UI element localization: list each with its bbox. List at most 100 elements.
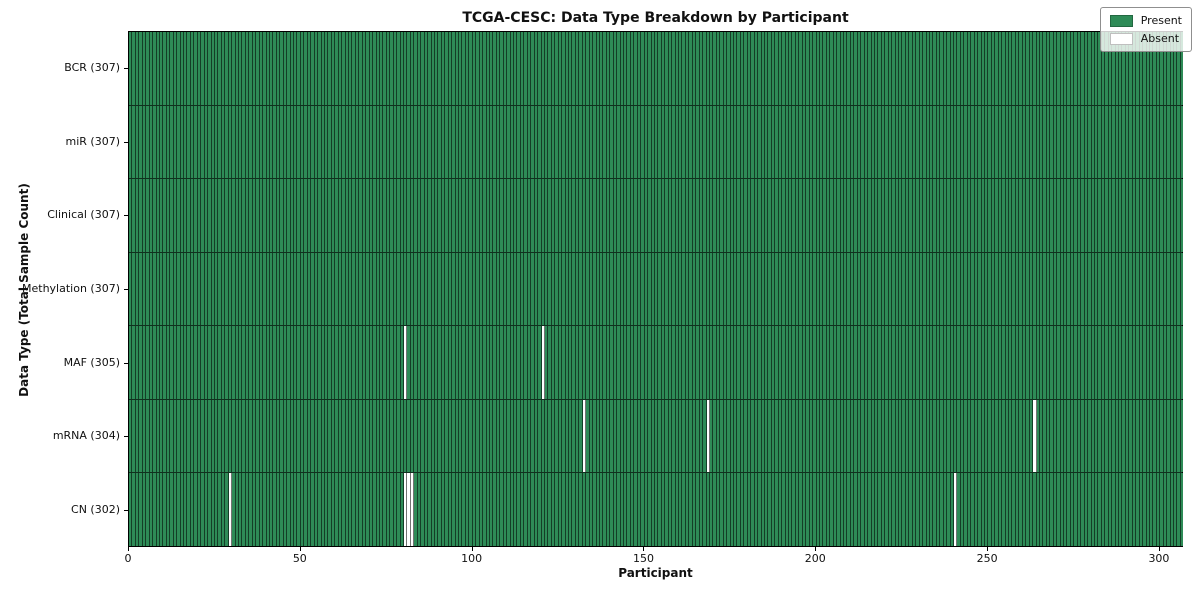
heatmap-cell xyxy=(1084,473,1089,547)
heatmap-cell xyxy=(1074,326,1078,399)
heatmap-cell xyxy=(964,473,968,547)
heatmap-cell xyxy=(1067,326,1071,399)
heatmap-cell xyxy=(651,473,655,547)
heatmap-cell xyxy=(1050,399,1054,473)
heatmap-cell xyxy=(954,473,958,547)
heatmap-cell xyxy=(379,32,384,105)
heatmap-cell xyxy=(991,252,996,326)
heatmap-cell xyxy=(974,252,979,326)
heatmap-cell xyxy=(538,32,542,105)
heatmap-cell xyxy=(1129,252,1133,326)
heatmap-cell xyxy=(881,252,886,326)
heatmap-cell xyxy=(1002,105,1006,179)
heatmap-cell xyxy=(1022,179,1027,252)
heatmap-cell xyxy=(648,179,652,252)
heatmap-cell xyxy=(744,399,748,473)
heatmap-cell xyxy=(290,179,294,252)
heatmap-cell xyxy=(603,399,607,473)
heatmap-cell xyxy=(1070,399,1075,473)
heatmap-cell xyxy=(668,105,673,179)
heatmap-cell xyxy=(479,32,484,105)
heatmap-cell xyxy=(1060,105,1064,179)
heatmap-cell xyxy=(507,326,511,399)
heatmap-cell xyxy=(610,252,614,326)
heatmap-cell xyxy=(933,105,937,179)
heatmap-cell xyxy=(421,473,425,547)
heatmap-cell xyxy=(840,252,844,326)
heatmap-cell xyxy=(957,326,961,399)
heatmap-cell xyxy=(1026,105,1030,179)
heatmap-cell xyxy=(572,105,576,179)
heatmap-cell xyxy=(978,179,982,252)
heatmap-cell xyxy=(675,32,679,105)
heatmap-cell xyxy=(1119,179,1123,252)
heatmap-cell xyxy=(266,326,270,399)
heatmap-cell xyxy=(950,105,954,179)
heatmap-cell xyxy=(527,179,532,252)
heatmap-cell xyxy=(294,179,298,252)
heatmap-cell xyxy=(362,32,367,105)
heatmap-cell xyxy=(840,399,844,473)
heatmap-cell xyxy=(331,105,336,179)
heatmap-cell xyxy=(428,252,432,326)
heatmap-cell xyxy=(857,326,862,399)
heatmap-cell xyxy=(1101,32,1106,105)
heatmap-cell xyxy=(201,252,205,326)
heatmap-cell xyxy=(1143,399,1147,473)
heatmap-cell xyxy=(665,32,669,105)
heatmap-cell xyxy=(723,179,728,252)
heatmap-cell xyxy=(510,399,514,473)
heatmap-cell xyxy=(840,326,844,399)
heatmap-cell xyxy=(878,473,882,547)
heatmap-cell xyxy=(331,32,336,105)
heatmap-cell xyxy=(709,252,714,326)
heatmap-cell xyxy=(448,32,453,105)
heatmap-cell xyxy=(379,399,384,473)
heatmap-cell xyxy=(912,252,917,326)
heatmap-cell xyxy=(1064,32,1068,105)
heatmap-cell xyxy=(1177,252,1181,326)
heatmap-cell xyxy=(324,179,329,252)
heatmap-cell xyxy=(792,32,796,105)
heatmap-cell xyxy=(947,399,951,473)
heatmap-cell xyxy=(747,105,752,179)
heatmap-cell xyxy=(146,473,150,547)
heatmap-cell xyxy=(582,252,587,326)
heatmap-cell xyxy=(503,105,508,179)
heatmap-cell xyxy=(551,252,556,326)
heatmap-cell xyxy=(806,399,810,473)
x-tick-mark xyxy=(987,547,989,551)
heatmap-cell xyxy=(465,105,470,179)
heatmap-cell xyxy=(486,473,490,547)
heatmap-cell xyxy=(1139,105,1144,179)
plot-area xyxy=(128,31,1184,547)
heatmap-cell xyxy=(1119,326,1123,399)
heatmap-cell xyxy=(589,473,594,547)
heatmap-cell xyxy=(929,179,934,252)
heatmap-cell xyxy=(593,32,597,105)
heatmap-cell xyxy=(166,105,171,179)
heatmap-cell xyxy=(929,32,934,105)
heatmap-cell xyxy=(864,32,869,105)
heatmap-cell xyxy=(909,473,913,547)
heatmap-cell xyxy=(716,326,721,399)
heatmap-cell xyxy=(641,399,645,473)
heatmap-cell xyxy=(648,399,652,473)
heatmap-cell xyxy=(995,473,999,547)
y-tick-mark xyxy=(124,215,128,217)
heatmap-cell xyxy=(252,252,257,326)
heatmap-cell xyxy=(242,473,246,547)
heatmap-cell xyxy=(988,32,992,105)
heatmap-cell xyxy=(899,105,903,179)
heatmap-cell xyxy=(926,399,930,473)
heatmap-cell xyxy=(239,252,243,326)
heatmap-cell xyxy=(1125,252,1130,326)
heatmap-cell xyxy=(424,179,429,252)
heatmap-cell xyxy=(483,252,487,326)
heatmap-cell xyxy=(390,326,394,399)
heatmap-cell xyxy=(1074,179,1078,252)
heatmap-cell xyxy=(472,105,477,179)
heatmap-cell xyxy=(214,32,219,105)
heatmap-cell xyxy=(324,105,329,179)
heatmap-cell xyxy=(637,399,642,473)
